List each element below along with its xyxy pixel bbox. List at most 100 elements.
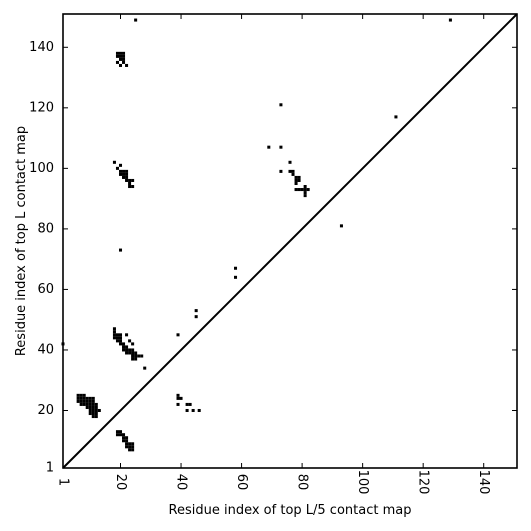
contact-point [91, 408, 95, 413]
contact-point [179, 396, 183, 400]
contact-point [185, 402, 189, 406]
contact-point [288, 160, 292, 164]
contact-point [128, 181, 132, 186]
contact-point [197, 408, 201, 413]
contact-point [115, 51, 119, 55]
contact-point [79, 393, 83, 397]
x-tick-label: 40 [174, 474, 189, 491]
contact-point [288, 169, 292, 173]
y-axis-title: Residue index of top L contact map [14, 126, 29, 356]
y-tick-label: 80 [37, 221, 54, 236]
contact-point [128, 445, 132, 449]
contact-point [118, 430, 123, 434]
contact-point [128, 178, 132, 182]
contact-point [122, 345, 126, 349]
contact-point [88, 408, 92, 413]
contact-point [122, 169, 126, 173]
contact-point [88, 405, 92, 409]
contact-point [194, 309, 198, 313]
diagonal-line [62, 13, 518, 469]
contact-point [303, 194, 307, 198]
contact-point [339, 224, 343, 228]
contact-point [191, 408, 195, 413]
contact-point [122, 57, 126, 61]
contact-point [300, 188, 304, 192]
contact-point [122, 51, 126, 55]
contact-point [128, 351, 132, 355]
contact-point [185, 408, 189, 413]
contact-point [291, 172, 295, 176]
contact-point [112, 330, 116, 334]
contact-point [134, 357, 138, 361]
contact-point [188, 402, 192, 406]
contact-point [85, 399, 89, 403]
contact-point [297, 175, 301, 179]
contact-point [94, 408, 98, 413]
contact-point [118, 51, 123, 55]
contact-point [122, 54, 126, 58]
contact-point [176, 333, 180, 337]
contact-point [85, 405, 89, 409]
contact-point [118, 54, 123, 58]
contact-point [279, 103, 283, 107]
contact-point [112, 327, 116, 331]
contact-point [128, 448, 132, 452]
contact-point [118, 163, 123, 167]
y-tick-label: 120 [29, 100, 54, 115]
contact-point [82, 393, 86, 397]
contact-point [176, 396, 180, 400]
contact-point [122, 172, 126, 176]
y-tick-label: 20 [37, 403, 54, 418]
contact-point [303, 191, 307, 195]
contact-point [125, 345, 129, 349]
contact-point [294, 178, 298, 182]
contact-point [115, 54, 119, 58]
contact-point [118, 63, 123, 67]
contact-point [303, 188, 307, 192]
contact-point [143, 366, 147, 370]
contact-point [125, 439, 129, 443]
contact-point [94, 415, 98, 419]
contact-point [131, 342, 135, 346]
contact-point [82, 396, 86, 400]
contact-point [294, 181, 298, 186]
contact-point [176, 402, 180, 406]
contact-point [118, 57, 123, 61]
contact-point [128, 348, 132, 352]
contact-point [234, 275, 238, 279]
contact-point [128, 339, 132, 343]
contact-point [115, 430, 119, 434]
contact-point [125, 348, 129, 352]
contact-point [128, 185, 132, 189]
contact-point [85, 402, 89, 406]
contact-point [118, 172, 123, 176]
contact-point [131, 178, 135, 182]
contact-point [118, 342, 123, 346]
contact-point [234, 266, 238, 270]
contact-point [131, 442, 135, 446]
contact-point [294, 188, 298, 192]
contact-point [131, 348, 135, 352]
contact-point [125, 445, 129, 449]
contact-point [76, 393, 80, 397]
x-tick-label: 20 [113, 474, 128, 491]
contact-point [79, 399, 83, 403]
contact-point [137, 354, 141, 358]
plot-frame [62, 13, 518, 469]
contact-point [297, 188, 301, 192]
contact-point [131, 448, 135, 452]
contact-point [97, 408, 101, 413]
contact-point [76, 396, 80, 400]
contact-point [94, 402, 98, 406]
contact-point [79, 402, 83, 406]
x-tick-label: 60 [234, 474, 249, 491]
contact-point [303, 185, 307, 189]
contact-point [122, 175, 126, 179]
x-tick-label: 1 [56, 478, 71, 486]
contact-point [125, 172, 129, 176]
contact-point [122, 342, 126, 346]
contact-point [131, 185, 135, 189]
contact-point [112, 160, 116, 164]
contact-point [131, 445, 135, 449]
